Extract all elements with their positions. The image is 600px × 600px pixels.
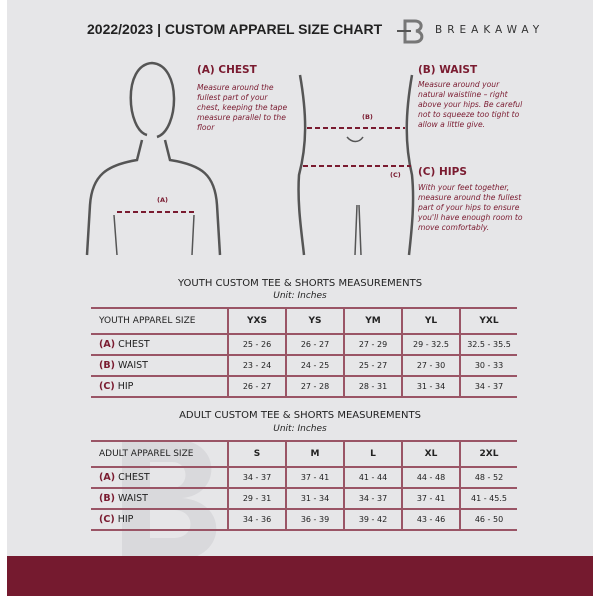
measurement-name: WAIST (117, 493, 148, 504)
measurement-label: (A) CHEST (91, 334, 228, 356)
size-header: S (227, 440, 286, 468)
measurement-label: (C) HIP (91, 376, 228, 398)
youth-size-table: YOUTH APPAREL SIZE YXS YS YM YL YXL (A) CHEST 2… (91, 307, 517, 398)
measurement-code: (A) (99, 472, 116, 483)
adult-table-title: ADULT CUSTOM TEE & SHORTS MEASUREMENTS (179, 410, 421, 421)
size-chart-page: 2022/2023 | CUSTOM APPAREL SIZE CHART BR… (7, 0, 593, 596)
brand-name: BREAKAWAY (435, 24, 545, 36)
table-cell: 41 - 44 (343, 467, 402, 489)
table-cell: 43 - 46 (401, 509, 460, 531)
waist-heading: (B) WAIST (418, 64, 478, 76)
hips-heading: (C) HIPS (418, 166, 467, 178)
footer-band (7, 556, 593, 596)
measurement-code: (A) (99, 339, 116, 350)
table-cell: 29 - 32.5 (401, 334, 460, 356)
hips-marker: (C) (390, 171, 401, 179)
table-header-row: ADULT APPAREL SIZE S M L XL 2XL (91, 440, 517, 468)
size-header: YM (343, 307, 402, 335)
table-header-row: YOUTH APPAREL SIZE YXS YS YM YL YXL (91, 307, 517, 335)
table-cell: 37 - 41 (285, 467, 344, 489)
table-cell: 27 - 29 (343, 334, 402, 356)
chest-heading: (A) CHEST (197, 64, 257, 76)
table-cell: 30 - 33 (459, 355, 517, 377)
table-cell: 44 - 48 (401, 467, 460, 489)
youth-table-unit: Unit: Inches (273, 291, 327, 301)
table-row: (C) HIP 34 - 36 36 - 39 39 - 42 43 - 46 46 - … (91, 509, 517, 531)
measurement-name: WAIST (117, 360, 148, 371)
size-header: L (343, 440, 402, 468)
measurement-code: (C) (99, 381, 115, 392)
table-cell: 23 - 24 (227, 355, 286, 377)
table-cell: 39 - 42 (343, 509, 402, 531)
table-cell: 26 - 27 (227, 376, 286, 398)
table-cell: 25 - 26 (227, 334, 286, 356)
size-header: YL (401, 307, 460, 335)
table-cell: 46 - 50 (459, 509, 517, 531)
measurement-code: (B) (99, 360, 115, 371)
table-cell: 26 - 27 (285, 334, 344, 356)
size-header: M (285, 440, 344, 468)
header-label: YOUTH APPAREL SIZE (91, 307, 228, 335)
adult-size-table: ADULT APPAREL SIZE S M L XL 2XL (A) CHEST 34 - … (91, 440, 517, 531)
page-title: 2022/2023 | CUSTOM APPAREL SIZE CHART (87, 21, 383, 37)
table-cell: 34 - 37 (227, 467, 286, 489)
header-label: ADULT APPAREL SIZE (91, 440, 228, 468)
table-cell: 24 - 25 (285, 355, 344, 377)
table-cell: 31 - 34 (285, 488, 344, 510)
table-cell: 34 - 37 (343, 488, 402, 510)
table-cell: 28 - 31 (343, 376, 402, 398)
table-cell: 34 - 36 (227, 509, 286, 531)
breakaway-logo-icon (397, 19, 424, 44)
size-header: 2XL (459, 440, 517, 468)
size-header: YXS (227, 307, 286, 335)
measurement-label: (A) CHEST (91, 467, 228, 489)
size-header: YXL (459, 307, 517, 335)
hips-description: With your feet together, measure around … (418, 183, 523, 232)
measurement-name: HIP (117, 514, 134, 525)
table-row: (C) HIP 26 - 27 27 - 28 28 - 31 31 - 34 34 - … (91, 376, 517, 398)
measurement-name: CHEST (118, 339, 150, 350)
table-cell: 36 - 39 (285, 509, 344, 531)
table-cell: 25 - 27 (343, 355, 402, 377)
waist-marker: (B) (362, 113, 373, 121)
table-row: (B) WAIST 29 - 31 31 - 34 34 - 37 37 - 41 41 … (91, 488, 517, 510)
table-row: (B) WAIST 23 - 24 24 - 25 25 - 27 27 - 30 30 … (91, 355, 517, 377)
measurement-code: (C) (99, 514, 115, 525)
table-cell: 37 - 41 (401, 488, 460, 510)
table-cell: 32.5 - 35.5 (459, 334, 517, 356)
measurement-label: (B) WAIST (91, 355, 228, 377)
measurement-name: HIP (117, 381, 134, 392)
table-cell: 48 - 52 (459, 467, 517, 489)
measurement-label: (C) HIP (91, 509, 228, 531)
table-row: (A) CHEST 25 - 26 26 - 27 27 - 29 29 - 32.5 3… (91, 334, 517, 356)
table-cell: 34 - 37 (459, 376, 517, 398)
table-cell: 31 - 34 (401, 376, 460, 398)
table-cell: 27 - 28 (285, 376, 344, 398)
adult-table-unit: Unit: Inches (273, 424, 327, 434)
size-header: XL (401, 440, 460, 468)
waist-description: Measure around your natural waistline – … (418, 80, 523, 129)
table-cell: 41 - 45.5 (459, 488, 517, 510)
measurement-name: CHEST (118, 472, 150, 483)
table-cell: 29 - 31 (227, 488, 286, 510)
table-cell: 27 - 30 (401, 355, 460, 377)
youth-table-title: YOUTH CUSTOM TEE & SHORTS MEASUREMENTS (177, 278, 423, 289)
table-row: (A) CHEST 34 - 37 37 - 41 41 - 44 44 - 48 48 … (91, 467, 517, 489)
body-illustration (85, 61, 415, 256)
measurement-code: (B) (99, 493, 115, 504)
measurement-label: (B) WAIST (91, 488, 228, 510)
chest-description: Measure around the fullest part of your … (197, 83, 288, 132)
size-header: YS (285, 307, 344, 335)
chest-marker: (A) (157, 196, 168, 204)
